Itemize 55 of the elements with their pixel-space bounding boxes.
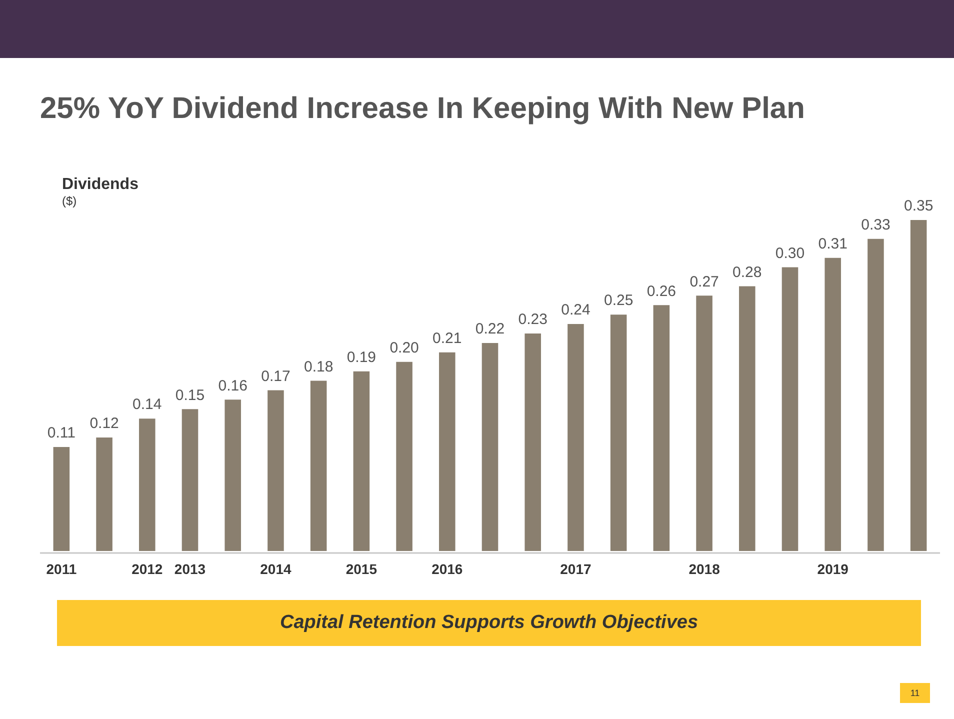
chart-title: 25% YoY Dividend Increase In Keeping With New Plan (40, 92, 805, 126)
data-label: 0.35 (904, 198, 934, 215)
bar (568, 324, 584, 551)
bar (696, 296, 712, 551)
bar (96, 438, 112, 551)
bar (910, 220, 927, 551)
data-label: 0.28 (732, 264, 762, 281)
x-tick-label: 2011 (46, 560, 77, 577)
data-label: 0.26 (646, 282, 676, 300)
data-label: 0.18 (304, 358, 334, 376)
data-label: 0.19 (346, 348, 376, 366)
x-tick-label: 2013 (174, 560, 206, 577)
bar (482, 342, 498, 551)
bar (868, 238, 884, 551)
data-label: 0.25 (604, 292, 634, 310)
bar (224, 400, 241, 551)
x-tick-label: 2019 (817, 560, 849, 577)
data-label: 0.20 (390, 340, 419, 356)
data-label: 0.33 (861, 216, 890, 234)
data-label: 0.14 (132, 396, 162, 414)
bar (439, 352, 456, 551)
bar (268, 390, 284, 551)
x-tick-label: 2018 (688, 560, 720, 577)
bar (139, 418, 156, 551)
data-label: 0.17 (261, 368, 290, 385)
bar (396, 362, 412, 551)
data-label: 0.11 (47, 424, 76, 442)
data-label: 0.16 (218, 377, 248, 394)
bar (610, 314, 627, 551)
text: 11 (900, 683, 930, 703)
x-tick-label: 2012 (132, 560, 163, 577)
data-label: 0.21 (432, 330, 462, 348)
text: Capital Retention Supports Growth Objectives (57, 600, 921, 646)
bar (310, 380, 327, 551)
data-label: 0.22 (475, 320, 505, 338)
bar (824, 258, 841, 551)
bar (53, 446, 70, 551)
data-label: 0.23 (518, 311, 548, 328)
data-label: 0.31 (818, 235, 848, 252)
bar (782, 267, 798, 551)
x-tick-label: 2015 (346, 560, 378, 577)
x-tick-label: 2016 (432, 560, 463, 577)
data-label: 0.27 (690, 273, 719, 290)
y-axis-title: Dividends ($) (62, 176, 138, 210)
bar (524, 333, 541, 551)
data-label: 0.15 (175, 386, 205, 404)
bar (182, 409, 198, 551)
bar (353, 371, 370, 551)
bar (653, 305, 670, 551)
data-label: 0.30 (775, 244, 805, 262)
data-label: 0.24 (561, 302, 590, 319)
bar (739, 286, 756, 551)
data-label: 0.12 (90, 415, 119, 432)
x-tick-label: 2017 (560, 560, 592, 577)
x-tick-label: 2014 (260, 560, 292, 577)
